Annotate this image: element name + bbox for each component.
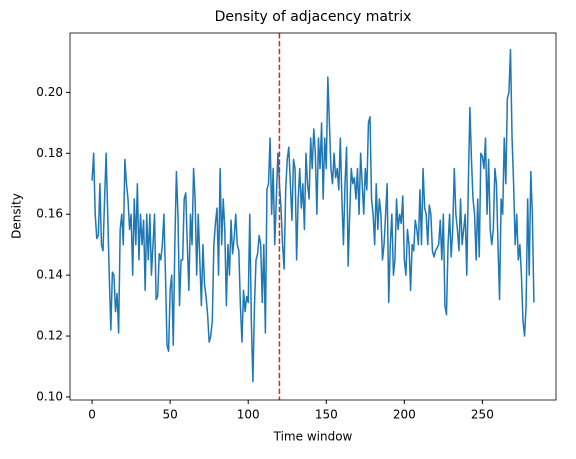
x-tick-label: 200 [393, 408, 416, 422]
plot-frame [69, 32, 557, 401]
x-tick-label: 50 [163, 408, 178, 422]
y-tick-label: 0.18 [36, 146, 63, 160]
y-axis-label: Density [10, 193, 24, 239]
data-line [91, 49, 535, 383]
x-tick-label: 0 [88, 408, 96, 422]
y-tick-label: 0.16 [36, 207, 63, 221]
x-tick-label: 150 [315, 408, 338, 422]
y-tick-label: 0.10 [36, 389, 63, 403]
y-tick-label: 0.12 [36, 329, 63, 343]
x-axis-label: Time window [273, 430, 353, 444]
chart-title: Density of adjacency matrix [215, 9, 412, 25]
x-tick-label: 100 [237, 408, 260, 422]
y-tick-label: 0.14 [36, 268, 63, 282]
y-tick-label: 0.20 [36, 85, 63, 99]
x-tick-label: 250 [471, 408, 494, 422]
